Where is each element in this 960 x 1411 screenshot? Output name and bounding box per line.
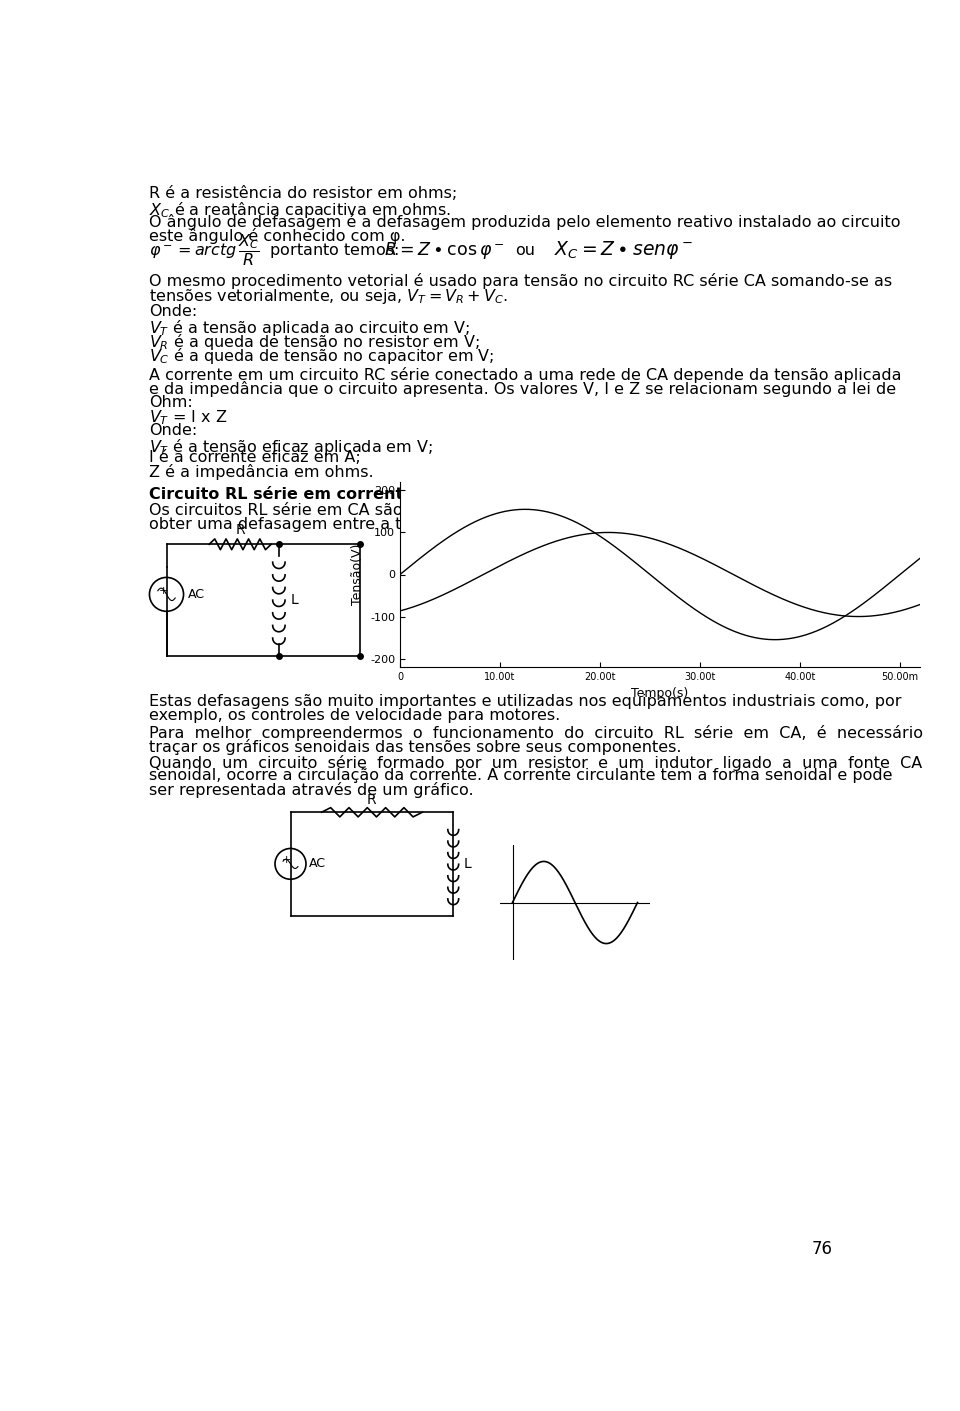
- Text: obter uma defasagem entre a tensão de entrada e a tensão de saída.: obter uma defasagem entre a tensão de en…: [150, 516, 711, 532]
- Text: $X_C$ é a reatância capacitiva em ohms.: $X_C$ é a reatância capacitiva em ohms.: [150, 200, 451, 220]
- Text: $X_C = Z \bullet sen\varphi^-$: $X_C = Z \bullet sen\varphi^-$: [554, 240, 693, 261]
- Text: $V_T$ = I x Z: $V_T$ = I x Z: [150, 409, 228, 428]
- Text: $R = Z \bullet \cos\varphi^-$: $R = Z \bullet \cos\varphi^-$: [383, 240, 504, 261]
- Text: O mesmo procedimento vetorial é usado para tensão no circuito RC série CA somand: O mesmo procedimento vetorial é usado pa…: [150, 274, 893, 289]
- Text: e da impedância que o circuito apresenta. Os valores V, I e Z se relacionam segu: e da impedância que o circuito apresenta…: [150, 381, 897, 396]
- Text: AC: AC: [309, 858, 326, 871]
- Text: O ângulo de defasagem é a defasagem produzida pelo elemento reativo instalado ao: O ângulo de defasagem é a defasagem prod…: [150, 214, 900, 230]
- Text: ou: ou: [516, 243, 536, 258]
- Text: Onde:: Onde:: [150, 303, 198, 319]
- Text: A corrente em um circuito RC série conectado a uma rede de CA depende da tensão : A corrente em um circuito RC série conec…: [150, 367, 902, 384]
- Text: $V_C$ é a queda de tensão no capacitor em V;: $V_C$ é a queda de tensão no capacitor e…: [150, 346, 494, 365]
- Text: Onde:: Onde:: [150, 423, 198, 437]
- Text: Ohm:: Ohm:: [150, 395, 193, 411]
- Text: senoidal, ocorre a circulação da corrente. A corrente circulante tem a forma sen: senoidal, ocorre a circulação da corrent…: [150, 769, 893, 783]
- Text: AC: AC: [188, 588, 205, 601]
- Text: L: L: [464, 858, 471, 871]
- Text: este ângulo é conhecido com φ.: este ângulo é conhecido com φ.: [150, 227, 406, 244]
- Text: I é a corrente eficaz em A;: I é a corrente eficaz em A;: [150, 450, 361, 466]
- Text: exemplo, os controles de velocidade para motores.: exemplo, os controles de velocidade para…: [150, 708, 561, 724]
- Text: Para  melhor  compreendermos  o  funcionamento  do  circuito  RL  série  em  CA,: Para melhor compreendermos o funcionamen…: [150, 725, 924, 741]
- Text: traçar os gráficos senoidais das tensões sobre seus componentes.: traçar os gráficos senoidais das tensões…: [150, 739, 682, 755]
- Text: +: +: [158, 586, 168, 595]
- Text: $V_R$ é a queda de tensão no resistor em V;: $V_R$ é a queda de tensão no resistor em…: [150, 332, 480, 351]
- Text: 76: 76: [812, 1240, 833, 1257]
- Text: $\varphi^- = arctg\,\dfrac{X_C}{R}$  portanto temos:: $\varphi^- = arctg\,\dfrac{X_C}{R}$ port…: [150, 233, 399, 268]
- Text: ser representada através de um gráfico.: ser representada através de um gráfico.: [150, 782, 474, 799]
- Text: Z é a impedância em ohms.: Z é a impedância em ohms.: [150, 464, 374, 480]
- X-axis label: Tempo(s): Tempo(s): [632, 687, 688, 700]
- Text: L: L: [291, 593, 299, 607]
- Text: Quando  um  circuito  série  formado  por  um  resistor  e  um  indutor  ligado : Quando um circuito série formado por um …: [150, 755, 923, 770]
- Text: $V_T$ é a tensão eficaz aplicada em V;: $V_T$ é a tensão eficaz aplicada em V;: [150, 436, 433, 457]
- Text: tensões vetorialmente, ou seja, $V_T = V_R + V_C$.: tensões vetorialmente, ou seja, $V_T = V…: [150, 286, 509, 306]
- Text: R: R: [235, 523, 245, 538]
- Y-axis label: Tensão(V): Tensão(V): [351, 543, 365, 605]
- Text: R: R: [367, 793, 376, 807]
- Text: Os circuitos RL série em CA são utilizados como redes de defasamento quando se n: Os circuitos RL série em CA são utilizad…: [150, 502, 889, 518]
- Text: $V_T$ é a tensão aplicada ao circuito em V;: $V_T$ é a tensão aplicada ao circuito em…: [150, 317, 470, 337]
- Text: +: +: [282, 855, 291, 865]
- Text: Estas defasagens são muito importantes e utilizadas nos equipamentos industriais: Estas defasagens são muito importantes e…: [150, 694, 902, 710]
- Text: R é a resistência do resistor em ohms;: R é a resistência do resistor em ohms;: [150, 186, 458, 202]
- Text: Circuito RL série em corrente alternada: Circuito RL série em corrente alternada: [150, 487, 508, 501]
